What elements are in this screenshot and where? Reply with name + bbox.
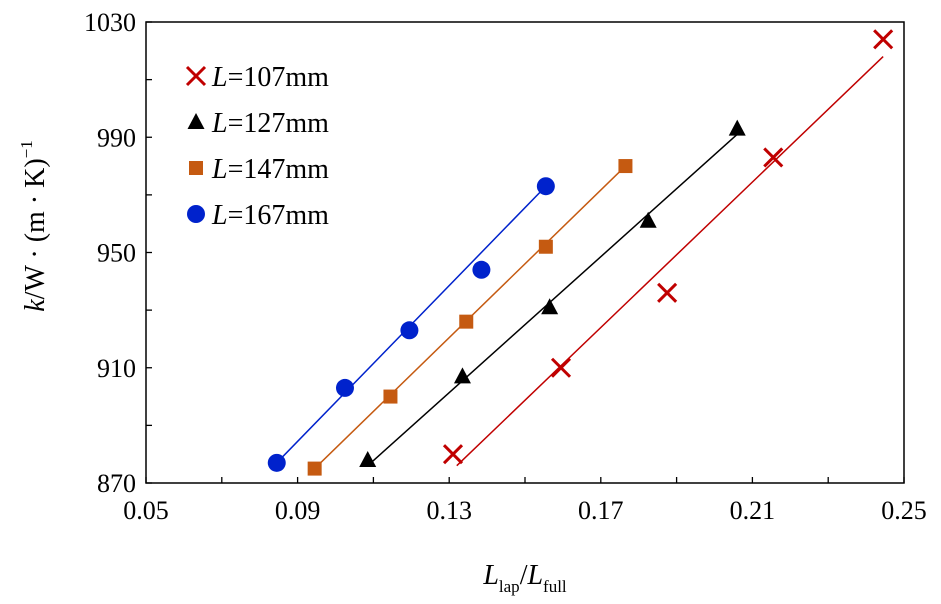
data-point (459, 314, 474, 329)
y-tick-label: 1030 (84, 8, 136, 37)
data-point (639, 211, 657, 228)
data-point (728, 119, 746, 136)
axis-ticks (145, 21, 905, 484)
data-point (472, 260, 491, 279)
data-point (541, 298, 559, 315)
legend: L=107mm L=127mm L=147mm L=167mm (185, 62, 329, 231)
legend-label: L=127mm (211, 108, 329, 139)
fit-line (456, 56, 884, 467)
fit-line (367, 133, 738, 467)
legend-marker (187, 113, 205, 129)
x-marker-stroke (442, 444, 464, 465)
data-markers (267, 29, 894, 476)
legend-label: L=147mm (211, 154, 329, 185)
y-tick-label: 870 (97, 469, 136, 498)
tick-labels: 0.05 0.09 0.13 0.17 0.21 0.25 870 910 950 990 1030 (84, 8, 927, 525)
legend-marker (187, 205, 205, 223)
y-tick-label: 910 (97, 354, 136, 383)
legend-label: L=107mm (211, 62, 329, 93)
legend-marker (185, 65, 207, 87)
data-point (442, 444, 464, 465)
x-tick-label: 0.17 (578, 496, 624, 525)
data-point (550, 357, 572, 378)
data-point (359, 450, 377, 467)
data-point (453, 367, 471, 384)
legend-marker (189, 161, 203, 175)
legend-label: L=167mm (211, 200, 329, 231)
data-point (618, 159, 633, 174)
x-marker-stroke (550, 357, 572, 378)
x-tick-label: 0.09 (275, 496, 321, 525)
fit-lines (276, 56, 884, 470)
x-marker-stroke (873, 29, 894, 50)
y-tick-label: 950 (97, 239, 136, 268)
y-tick-label: 990 (97, 123, 136, 152)
x-tick-label: 0.21 (730, 496, 776, 525)
x-axis-title: Llap/Lfull (482, 560, 567, 596)
data-point (400, 321, 419, 340)
x-marker-stroke (185, 65, 207, 87)
x-tick-label: 0.25 (881, 496, 927, 525)
data-point (873, 29, 894, 50)
data-point (763, 147, 784, 168)
data-point (335, 378, 354, 397)
x-tick-label: 0.05 (123, 496, 169, 525)
x-tick-label: 0.13 (426, 496, 472, 525)
data-point (307, 461, 322, 476)
x-marker-stroke (763, 147, 784, 168)
data-point (267, 453, 286, 472)
data-point (657, 282, 678, 303)
x-marker-stroke (657, 282, 678, 303)
data-point (383, 389, 398, 404)
data-point (538, 239, 553, 254)
y-axis-title: k/W · (m · K)−1 (17, 140, 51, 312)
data-point (536, 177, 555, 196)
